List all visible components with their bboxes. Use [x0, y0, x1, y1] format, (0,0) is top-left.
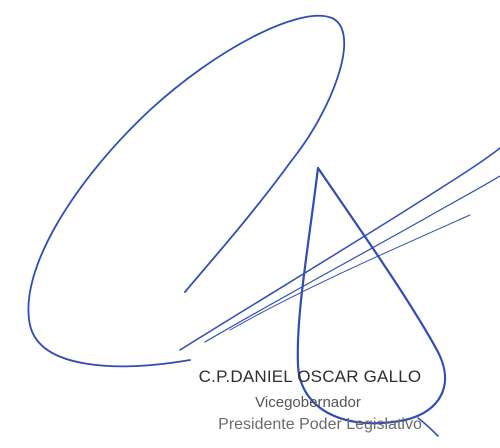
signature-sweep-stroke-3 [229, 214, 471, 331]
signature-loop-stroke [27, 14, 346, 368]
signature-drop-stroke [296, 166, 447, 425]
signature-sweep-stroke-2 [204, 175, 500, 343]
signature-tail-stroke [417, 417, 439, 437]
signatory-title: Vicegobernador [255, 394, 361, 411]
signatory-role: Presidente Poder Legislativo [218, 416, 422, 433]
signature-sweep-stroke [179, 147, 500, 351]
signatory-name: C.P.DANIEL OSCAR GALLO [198, 367, 422, 386]
